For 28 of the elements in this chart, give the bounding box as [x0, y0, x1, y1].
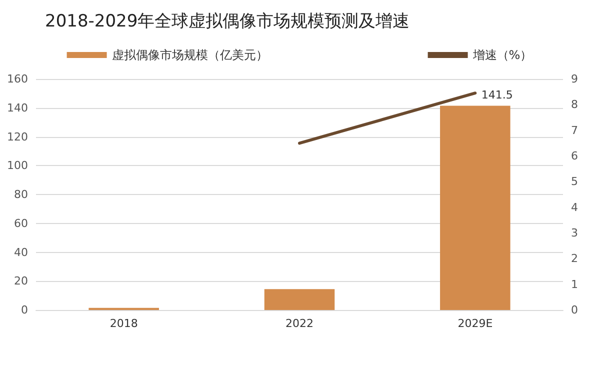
y2-tick-label: 8: [571, 98, 578, 112]
data-label: 141.5: [481, 88, 513, 102]
y-tick-label: 120: [7, 130, 28, 144]
y-tick-label: 140: [7, 101, 28, 114]
y2-tick-label: 7: [571, 124, 578, 137]
bar: [440, 106, 510, 310]
y-tick-label: 100: [7, 159, 28, 172]
y2-tick-label: 5: [571, 175, 578, 188]
y-tick-label: 160: [7, 72, 28, 86]
x-tick-label: 2018: [110, 317, 138, 330]
bar: [264, 289, 335, 310]
y2-tick-label: 3: [571, 226, 578, 240]
y-tick-label: 40: [14, 246, 28, 259]
y-tick-label: 20: [14, 274, 28, 288]
y2-tick-label: 1: [571, 278, 578, 291]
y-tick-label: 0: [21, 304, 28, 316]
y-tick-label: 80: [14, 188, 28, 201]
x-tick-label: 2022: [286, 317, 314, 330]
y-tick-label: 60: [14, 216, 28, 230]
legend-label: 虚拟偶像市场规模（亿美元）: [112, 48, 268, 62]
y2-tick-label: 0: [571, 304, 578, 316]
y2-tick-label: 2: [571, 252, 578, 266]
legend-label: 增速（%）: [472, 48, 532, 62]
y2-tick-label: 4: [571, 200, 578, 214]
y2-tick-label: 9: [571, 72, 578, 86]
chart-title: 2018-2029年全球虚拟偶像市场规模预测及增速: [45, 12, 410, 32]
y2-tick-label: 6: [571, 150, 578, 162]
x-tick-label: 2029E: [458, 317, 493, 330]
